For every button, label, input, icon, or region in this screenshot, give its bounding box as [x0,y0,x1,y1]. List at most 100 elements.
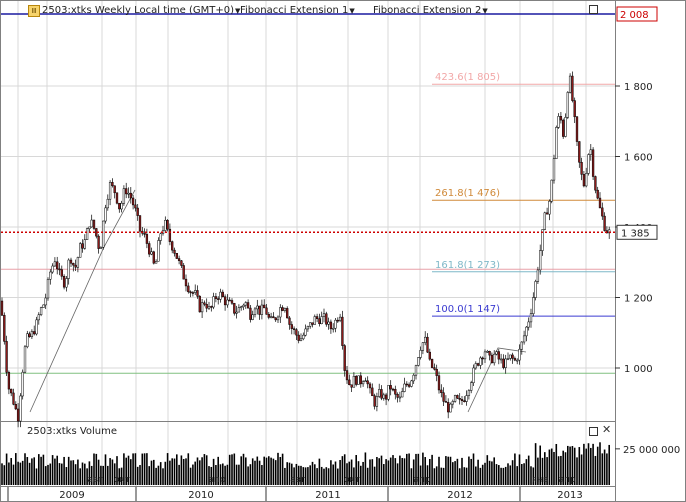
volume-bar [592,443,594,485]
candle-body [311,322,314,325]
volume-bar [507,463,509,485]
volume-bar [194,461,196,485]
volume-bar [477,459,479,485]
candle-body [207,306,211,309]
volume-bar [445,456,447,485]
volume-bar [424,457,426,485]
candle-body [187,285,190,293]
volume-bar [5,453,8,485]
volume-bar [518,454,521,485]
volume-bar [601,453,604,485]
candle-body [129,192,132,199]
candle-body [150,251,153,255]
candle-body [279,307,282,318]
indicator-icon[interactable]: Ⅲ [28,5,40,17]
volume-bar [107,465,109,485]
volume-bar [394,458,397,485]
candle-body [345,370,349,381]
candle-body [490,354,494,364]
volume-bar [417,453,420,485]
candle-body [407,384,411,387]
candle-body [81,243,84,249]
volume-bars [1,442,610,485]
candle-body [364,380,367,383]
volume-bar [447,456,449,485]
volume-bar [491,461,493,485]
volume-bar [304,467,307,485]
candle-body [338,316,342,321]
volume-bar [295,463,298,485]
candle-body [164,219,167,231]
volume-bar [458,468,461,485]
volume-bar [297,465,300,485]
volume-bar [587,443,590,485]
volume-bar [537,457,539,485]
candle-body [541,229,544,251]
candle-body [30,331,34,338]
y-tick-label: 1 800 [624,82,653,93]
volume-maximize-icon[interactable] [589,427,598,436]
volume-bar [541,457,544,485]
volume-bar [210,466,213,485]
x-month-label: янв [532,475,549,485]
volume-pane-title[interactable]: 2503:xtks Volume [27,426,118,437]
volume-bar [268,456,270,485]
fibonacci-extension-levels[interactable]: 423.6(1 805) 261.8(1 476) 161.8(1 273) 100.… [432,72,615,317]
volume-bar [164,461,167,485]
volume-bar [93,453,95,485]
candle-body [493,353,496,364]
candle-body [534,281,537,298]
indicator-fib-1-dropdown-icon[interactable]: ▼ [349,7,355,15]
volume-bar [109,458,111,485]
volume-bar [383,464,385,485]
x-year-label: 2012 [447,490,472,501]
volume-bar [603,449,606,485]
candle-body [589,149,592,155]
candle-body [138,215,142,232]
indicator-fib-2-dropdown-icon[interactable]: ▼ [482,7,488,15]
candle-body [405,383,408,386]
volume-close-icon[interactable]: ✕ [602,423,612,436]
volume-bar [238,464,240,485]
candle-body [557,116,560,128]
x-year-label: 2010 [188,490,213,501]
volume-bar [557,456,560,485]
candle-body [263,304,266,309]
chart-title-dropdown-icon[interactable]: ▼ [235,7,241,15]
volume-bar [337,468,339,485]
candle-body [246,302,250,309]
volume-bar [228,454,231,485]
fibonacci-anchor-lines[interactable] [29,189,527,413]
volume-bar [334,461,337,485]
candle-body [85,228,89,240]
candle-body [210,306,213,308]
volume-bar [51,455,54,485]
volume-bar [249,464,252,485]
candle-body [10,388,13,394]
price-axis-band [615,0,686,502]
candle-body [555,127,558,159]
volume-bar [277,452,279,485]
candle-body [525,326,528,337]
candle-body [166,219,169,230]
candle-body [368,383,372,389]
candle-body [513,358,517,361]
candle-body [430,358,434,368]
candle-body [295,329,298,336]
candle-body [306,325,310,330]
volume-bar [47,464,49,485]
chart-title[interactable]: 2503:xtks Weekly Local time (GMT+0)▼ [42,5,241,16]
volume-bar [272,458,275,485]
volume-bar [527,455,530,485]
volume-bar [569,446,571,485]
candle-body [575,116,579,142]
volume-bar [256,456,259,485]
volume-bar [580,454,583,485]
volume-bar [84,463,86,485]
indicator-fib-2[interactable]: Fibonacci Extension 2▼ [373,5,488,16]
volume-bar [419,465,422,485]
maximize-pane-icon[interactable] [589,5,598,14]
indicator-fib-1[interactable]: Fibonacci Extension 1▼ [240,5,355,16]
volume-bar [185,458,187,485]
